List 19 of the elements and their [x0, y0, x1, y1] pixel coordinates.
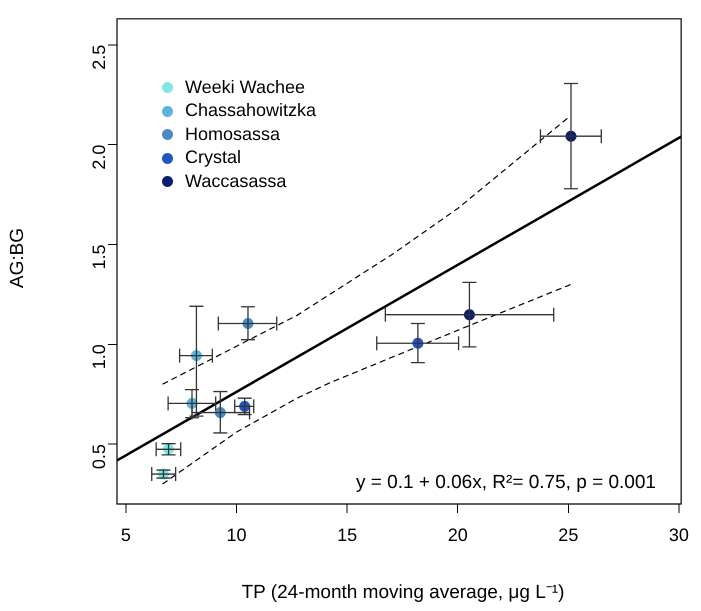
legend-label: Homosassa [185, 122, 280, 146]
x-tick-label: 5 [120, 524, 131, 545]
x-axis-title: TP (24-month moving average, μg L⁻¹) [240, 581, 566, 604]
y-tick-label: 2.5 [88, 44, 109, 70]
x-tick-label: 25 [558, 524, 578, 545]
y-tick-label: 1.0 [88, 344, 109, 370]
legend-label: Waccasassa [185, 170, 286, 193]
y-tick-label: 0.5 [88, 444, 109, 470]
y-tick-label: 2.0 [88, 144, 109, 170]
y-tick-label: 1.5 [88, 244, 109, 270]
x-tick-label: 10 [226, 524, 246, 545]
legend-label: Crystal [185, 146, 242, 170]
legend-label: Chassahowitzka [185, 99, 316, 122]
x-tick-label: 20 [448, 524, 468, 545]
annotation: y = 0.1 + 0.06x, R²= 0.75, p = 0.001 [356, 472, 656, 494]
y-axis-title: AG:BG [7, 228, 29, 288]
x-tick-label: 15 [337, 524, 358, 545]
x-tick-label: 30 [668, 524, 689, 545]
legend-label: Weeki Wachee [185, 76, 306, 99]
